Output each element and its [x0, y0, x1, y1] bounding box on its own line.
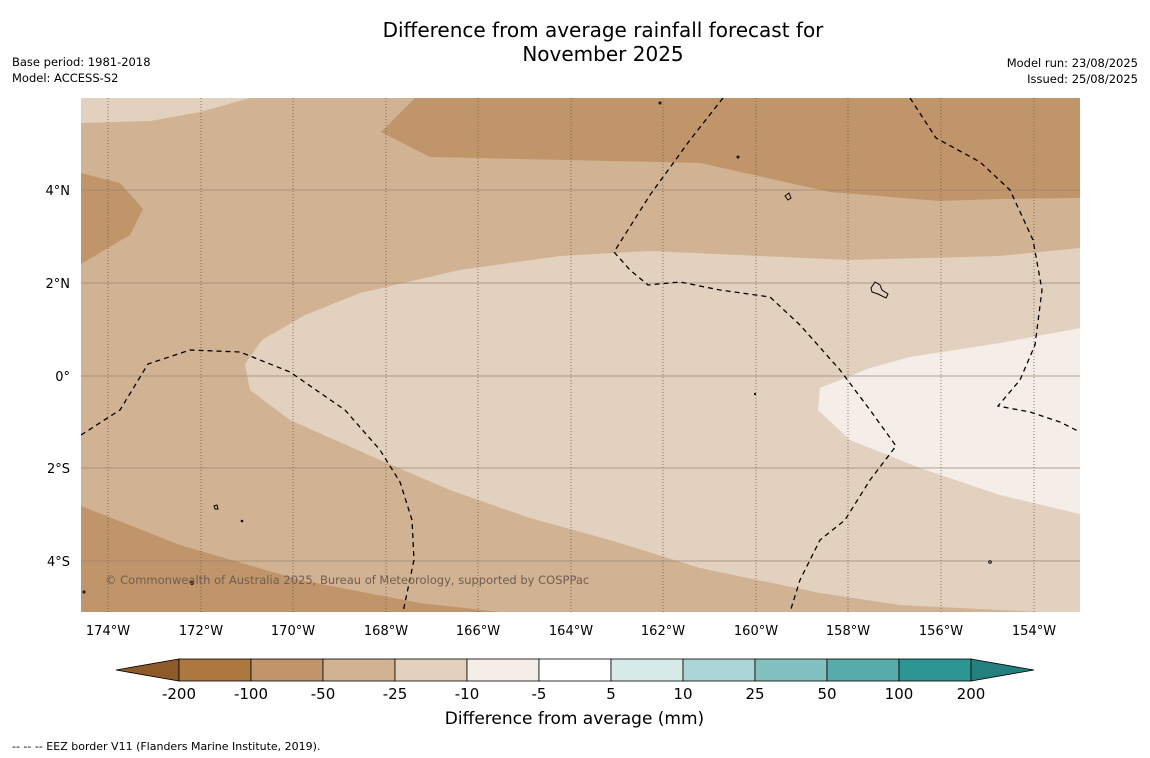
copyright-text: © Commonwealth of Australia 2025, Bureau… — [105, 573, 589, 587]
island-dot — [736, 155, 740, 159]
graticule — [81, 98, 1080, 612]
latitude-labels: 4°N 2°N 0° 2°S 4°S — [46, 184, 71, 570]
colorbar-bin — [466, 658, 540, 682]
colorbar-bin — [394, 658, 468, 682]
eez-borders — [81, 98, 1080, 612]
colorbar-bin — [322, 658, 396, 682]
colorbar-tick-labels: -200 -100 -50 -25 -10 -5 5 10 25 50 100 … — [162, 685, 985, 703]
anomaly-fill-minus10-minus5-east — [818, 328, 1080, 514]
anomaly-fill-minus100-minus50-north — [381, 98, 1080, 201]
colorbar-bin — [898, 658, 972, 682]
anomaly-fill-minus100-minus50-west — [81, 173, 143, 264]
colorbar-tick-label: 100 — [885, 685, 914, 703]
lat-label: 0° — [55, 370, 70, 385]
colorbar-tick-label: 50 — [817, 685, 836, 703]
colorbar-tick-label: -100 — [234, 685, 268, 703]
base-period-text: Base period: 1981-2018 — [12, 55, 151, 69]
colorbar-extend-high — [970, 658, 1035, 682]
lon-label: 158°W — [826, 624, 870, 639]
eez-border-line-central — [613, 98, 897, 612]
island-dot — [658, 101, 662, 105]
run-info: Model run: 23/08/2025 Issued: 25/08/2025 — [1007, 55, 1138, 87]
colorbar-extend-low — [115, 658, 180, 682]
colorbar-tick-label: -200 — [162, 685, 196, 703]
parallel-lines — [81, 189, 1080, 562]
lat-label: 4°S — [47, 555, 70, 570]
lon-label: 164°W — [549, 624, 593, 639]
island-dot — [82, 590, 86, 594]
island-outline — [870, 281, 889, 299]
rainfall-anomaly-map — [81, 98, 1080, 612]
colorbar-tick-label: -50 — [311, 685, 336, 703]
lat-label: 4°N — [46, 184, 71, 199]
lon-label: 170°W — [271, 624, 315, 639]
island-outline — [784, 192, 792, 201]
lat-label: 2°S — [47, 462, 70, 477]
island-dot — [753, 392, 757, 396]
lon-label: 166°W — [456, 624, 500, 639]
colorbar-tick-label: 200 — [957, 685, 986, 703]
colorbar-tick-label: 5 — [606, 685, 616, 703]
colorbar-bin — [682, 658, 756, 682]
colorbar-bin — [610, 658, 684, 682]
island-outline — [213, 504, 219, 510]
title-line-2: November 2025 — [522, 42, 684, 66]
island-dot — [190, 581, 194, 585]
model-info: Base period: 1981-2018 Model: ACCESS-S2 — [12, 54, 151, 86]
island-dot — [988, 560, 992, 564]
lon-label: 172°W — [179, 624, 223, 639]
lon-label: 156°W — [919, 624, 963, 639]
title-line-1: Difference from average rainfall forecas… — [382, 18, 824, 42]
anomaly-fill-minus25-minus10-northwest — [81, 98, 250, 123]
colorbar-tick-label: -25 — [383, 685, 408, 703]
model-name-text: Model: ACCESS-S2 — [12, 71, 119, 85]
colorbar-bin — [538, 658, 612, 682]
colorbar-bin — [178, 658, 252, 682]
colorbar-tick-label: -5 — [532, 685, 547, 703]
eez-border-line-west — [81, 349, 415, 612]
anomaly-fill-minus25-minus10-central — [245, 248, 1080, 612]
chart-title: Difference from average rainfall forecas… — [0, 18, 1150, 66]
colorbar-tick-label: 10 — [673, 685, 692, 703]
colorbar-tick-label: -10 — [455, 685, 480, 703]
islands — [82, 101, 992, 594]
lon-label: 174°W — [86, 624, 130, 639]
lat-label: 2°N — [46, 277, 71, 292]
anomaly-fill-minus100-minus50-south — [81, 506, 500, 612]
colorbar — [115, 658, 1035, 682]
eez-border-note: -- -- -- EEZ border V11 (Flanders Marine… — [12, 740, 321, 753]
colorbar-bin — [754, 658, 828, 682]
colorbar-bin — [826, 658, 900, 682]
lon-label: 154°W — [1012, 624, 1056, 639]
lon-label: 168°W — [364, 624, 408, 639]
longitude-labels: 174°W 172°W 170°W 168°W 166°W 164°W 162°… — [86, 624, 1056, 639]
lon-label: 160°W — [734, 624, 778, 639]
lon-label: 162°W — [641, 624, 685, 639]
issued-text: Issued: 25/08/2025 — [1027, 72, 1138, 86]
colorbar-title: Difference from average (mm) — [444, 709, 705, 729]
model-run-text: Model run: 23/08/2025 — [1006, 56, 1138, 70]
colorbar-tick-label: 25 — [745, 685, 764, 703]
eez-border-line-east — [909, 98, 1080, 433]
colorbar-bin — [250, 658, 324, 682]
island-dot — [240, 519, 244, 523]
